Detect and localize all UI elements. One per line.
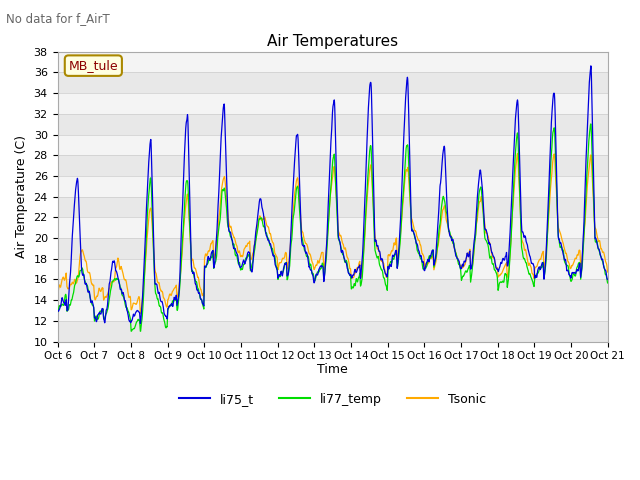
Bar <box>58 238 608 259</box>
Text: MB_tule: MB_tule <box>68 59 118 72</box>
Bar <box>58 197 608 217</box>
Bar <box>58 114 608 134</box>
X-axis label: Time: Time <box>317 363 348 376</box>
Bar <box>58 52 608 72</box>
Bar <box>58 72 608 93</box>
Title: Air Temperatures: Air Temperatures <box>267 34 398 49</box>
Bar <box>58 321 608 342</box>
Bar <box>58 155 608 176</box>
Y-axis label: Air Temperature (C): Air Temperature (C) <box>15 135 28 258</box>
Bar <box>58 279 608 300</box>
Text: No data for f_AirT: No data for f_AirT <box>6 12 110 25</box>
Bar <box>58 300 608 321</box>
Legend: li75_t, li77_temp, Tsonic: li75_t, li77_temp, Tsonic <box>173 388 492 411</box>
Bar <box>58 176 608 197</box>
Bar <box>58 217 608 238</box>
Bar <box>58 93 608 114</box>
Bar <box>58 134 608 155</box>
Bar <box>58 259 608 279</box>
